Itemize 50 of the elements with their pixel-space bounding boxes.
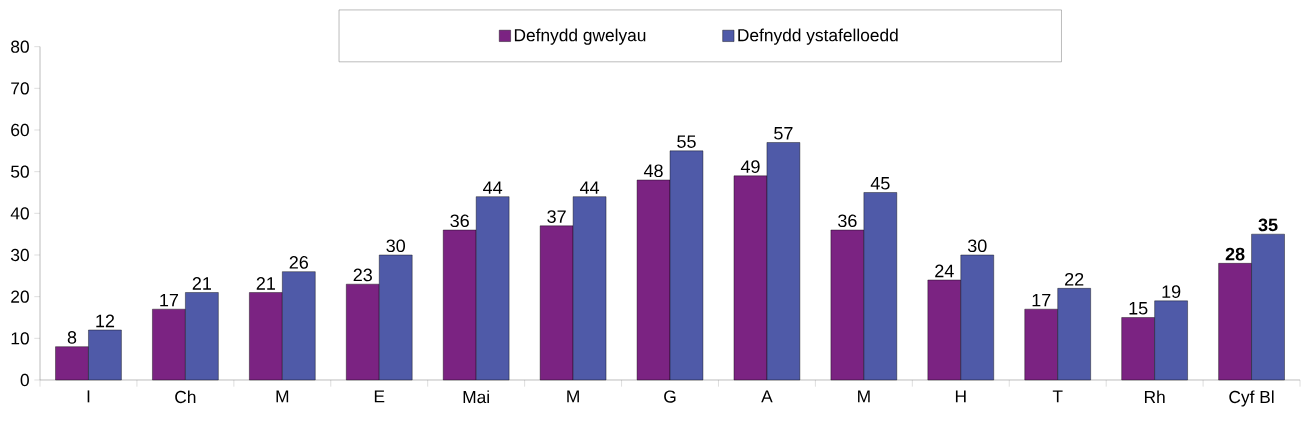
data-label: 44 [483,181,503,194]
legend-label: Defnydd gwelyau [514,28,646,45]
data-label: 55 [677,135,696,148]
data-label: 45 [870,177,890,190]
data-label: 37 [547,210,566,223]
data-label: 8 [67,331,77,344]
y-tick-label: 0 [20,373,29,387]
x-tick-label: Mai [463,390,489,404]
data-label: 30 [386,239,406,253]
x-tick-label: M [567,390,579,403]
data-label: 30 [967,239,987,253]
data-label: 36 [838,214,857,228]
x-tick-label: Rh [1144,390,1165,403]
data-label: 28 [1225,247,1245,261]
y-tick-label: 10 [11,332,29,345]
data-label: 12 [96,314,115,328]
y-tick-label: 80 [11,40,29,53]
x-tick-label: M [858,390,870,403]
data-label: 21 [256,277,275,290]
data-label: 17 [1032,293,1051,307]
y-tick-label: 40 [10,207,29,220]
x-tick-label: H [955,390,966,403]
x-tick-label: Cyf Bl [1229,390,1274,407]
data-label: 19 [1162,285,1181,298]
x-tick-label: M [276,390,289,403]
data-label: 24 [935,264,954,278]
x-tick-label: I [87,390,90,403]
x-tick-label: A [761,390,773,403]
y-tick-label: 50 [11,165,29,178]
y-tick-label: 70 [11,82,29,95]
y-tick-label: 20 [11,290,29,303]
data-label: 48 [643,164,663,178]
data-label: 36 [450,214,469,228]
data-label: 22 [1065,272,1084,286]
data-label: 49 [740,160,760,173]
data-label: 21 [192,277,211,290]
x-tick-label: T [1052,390,1063,403]
data-label: 35 [1258,218,1278,232]
data-label: 15 [1129,302,1148,315]
x-tick-label: Ch [175,390,196,404]
x-tick-label: E [374,390,385,403]
y-tick-label: 60 [11,123,29,137]
data-label: 17 [160,293,179,307]
data-label: 44 [579,181,600,194]
data-label: 26 [289,256,309,269]
data-label: 57 [774,127,793,140]
data-label: 23 [353,268,372,282]
legend-label: Defnydd ystafelloedd [738,28,898,45]
y-tick-label: 30 [10,248,29,262]
x-tick-label: G [664,390,676,403]
